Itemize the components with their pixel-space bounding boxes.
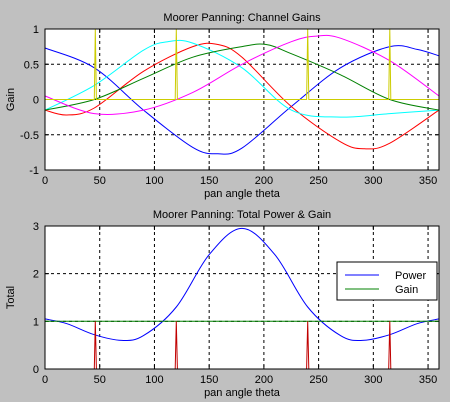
- chart1-ytick-label: 1: [33, 24, 39, 36]
- chart1-xtick-label: 100: [145, 175, 163, 187]
- chart1-ytick-label: -1: [29, 165, 39, 177]
- chart1-series-line-5: [44, 34, 440, 116]
- chart1-ytick-label: -0.5: [20, 130, 39, 142]
- chart2-xtick-label: 100: [145, 374, 163, 386]
- chart1-series-line-3: [44, 39, 440, 118]
- chart2-ylabel: Total: [5, 286, 17, 309]
- chart1-xtick-label: 200: [255, 175, 273, 187]
- chart1-ytick-label: 0: [33, 95, 39, 107]
- chart1-xlabel: pan angle theta: [204, 188, 281, 200]
- chart2-xtick-label: 0: [42, 374, 48, 386]
- chart1-series-line-6: [45, 28, 439, 100]
- chart2-ytick-label: 0: [33, 364, 39, 376]
- chart2-xtick-label: 200: [255, 374, 273, 386]
- chart1-xtick-label: 300: [364, 175, 382, 187]
- chart1-xtick-label: 250: [309, 175, 327, 187]
- chart2-ytick-label: 3: [33, 221, 39, 233]
- chart2-legend-label-power: Power: [395, 270, 427, 282]
- chart1-xtick-label: 0: [42, 175, 48, 187]
- chart2-xtick-label: 250: [309, 374, 327, 386]
- chart2-title: Moorer Panning: Total Power & Gain: [153, 209, 331, 221]
- chart2-ytick-label: 1: [33, 316, 39, 328]
- chart2-xtick-label: 150: [200, 374, 218, 386]
- chart2-legend-label-gain: Gain: [395, 284, 418, 296]
- chart1-axes-frame: [44, 28, 440, 171]
- chart1-title: Moorer Panning: Channel Gains: [163, 12, 321, 24]
- chart1-ytick-label: 0.5: [24, 59, 39, 71]
- chart2-xtick-label: 350: [419, 374, 437, 386]
- chart2-legend-box: [336, 261, 438, 301]
- chart2-ytick-label: 2: [33, 269, 39, 281]
- chart1-xtick-label: 150: [200, 175, 218, 187]
- chart2-xlabel: pan angle theta: [204, 387, 281, 399]
- chart2-xtick-label: 50: [94, 374, 106, 386]
- chart1-series-line-4: [44, 43, 440, 111]
- chart2-axes-frame: [44, 225, 440, 370]
- chart1-series-line-1: [44, 45, 440, 155]
- chart1-xtick-label: 50: [94, 175, 106, 187]
- chart2-series-power: [44, 227, 440, 342]
- chart1-ylabel: Gain: [5, 88, 17, 111]
- chart2-xtick-label: 300: [364, 374, 382, 386]
- chart1-xtick-label: 350: [419, 175, 437, 187]
